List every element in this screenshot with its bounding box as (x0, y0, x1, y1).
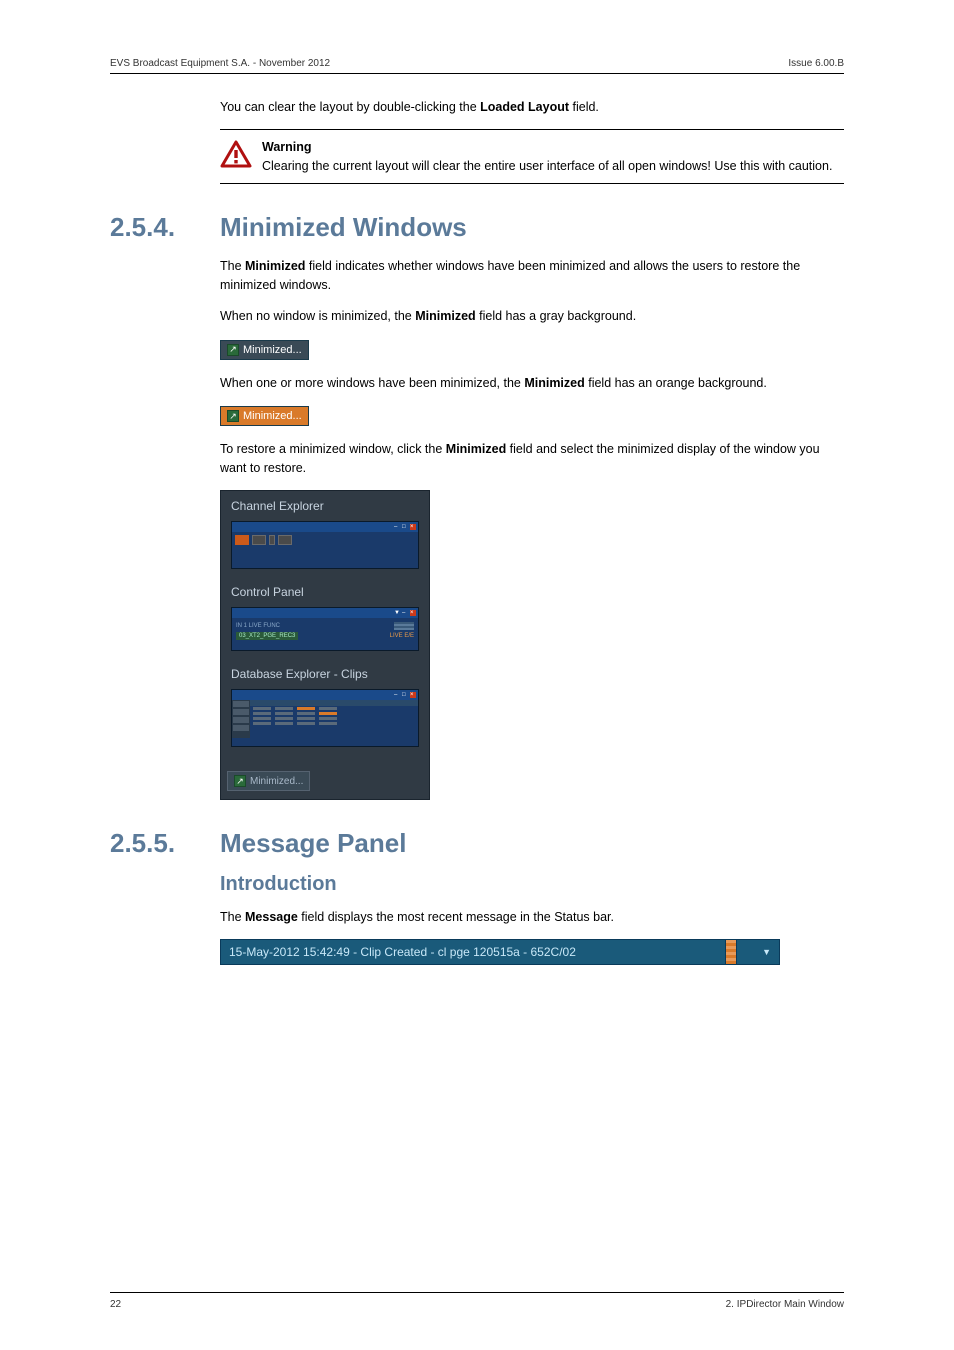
warning-icon (220, 140, 252, 168)
section-255-heading: 2.5.5. Message Panel (110, 828, 844, 859)
minimized-popup: Channel Explorer –□× Control Panel ▼–× (220, 490, 430, 801)
popup-item-channel-explorer[interactable]: Channel Explorer (221, 491, 429, 519)
restore-icon: ↗ (227, 410, 239, 422)
status-dropdown-arrow[interactable]: ▼ (736, 939, 780, 965)
section-254-num: 2.5.4. (110, 212, 220, 243)
warning-body: Clearing the current layout will clear t… (262, 159, 832, 173)
sec254-p2: When no window is minimized, the Minimiz… (220, 307, 844, 326)
popup-minimized-button[interactable]: ↗ Minimized... (227, 771, 310, 791)
sec254-p1: The Minimized field indicates whether wi… (220, 257, 844, 295)
sec255-subtitle: Introduction (220, 873, 844, 896)
page-header: EVS Broadcast Equipment S.A. - November … (110, 58, 844, 74)
popup-item-control-panel[interactable]: Control Panel (221, 577, 429, 605)
minimized-label: Minimized... (243, 410, 302, 422)
warning-title: Warning (262, 138, 832, 157)
section-255-num: 2.5.5. (110, 828, 220, 859)
warning-callout: Warning Clearing the current layout will… (220, 129, 844, 185)
header-left: EVS Broadcast Equipment S.A. - November … (110, 58, 330, 69)
restore-icon: ↗ (234, 775, 246, 787)
status-message-text: 15-May-2012 15:42:49 - Clip Created - cl… (220, 939, 726, 965)
status-message-bar: 15-May-2012 15:42:49 - Clip Created - cl… (220, 939, 780, 965)
page-footer: 22 2. IPDirector Main Window (110, 1292, 844, 1310)
status-resize-handle[interactable] (726, 939, 736, 965)
minimized-label: Minimized... (243, 344, 302, 356)
footer-chapter: 2. IPDirector Main Window (726, 1299, 844, 1310)
footer-pagenum: 22 (110, 1299, 121, 1310)
minimized-button-gray[interactable]: ↗ Minimized... (220, 340, 309, 360)
section-254-heading: 2.5.4. Minimized Windows (110, 212, 844, 243)
sec254-p4: To restore a minimized window, click the… (220, 440, 844, 478)
section-255-title: Message Panel (220, 828, 406, 859)
minimized-button-orange[interactable]: ↗ Minimized... (220, 406, 309, 426)
popup-minimized-label: Minimized... (250, 776, 303, 787)
sec255-p1: The Message field displays the most rece… (220, 908, 844, 927)
header-right: Issue 6.00.B (788, 58, 844, 69)
section-254-title: Minimized Windows (220, 212, 467, 243)
intro-paragraph: You can clear the layout by double-click… (220, 98, 844, 117)
restore-icon: ↗ (227, 344, 239, 356)
popup-thumb-database-explorer[interactable]: –□× (231, 689, 419, 747)
popup-thumb-channel-explorer[interactable]: –□× (231, 521, 419, 569)
sec254-p3: When one or more windows have been minim… (220, 374, 844, 393)
popup-item-database-explorer[interactable]: Database Explorer - Clips (221, 659, 429, 687)
popup-thumb-control-panel[interactable]: ▼–× IN 1 LIVE FUNC 03_XT2_PGE_REC3LIVE E… (231, 607, 419, 651)
